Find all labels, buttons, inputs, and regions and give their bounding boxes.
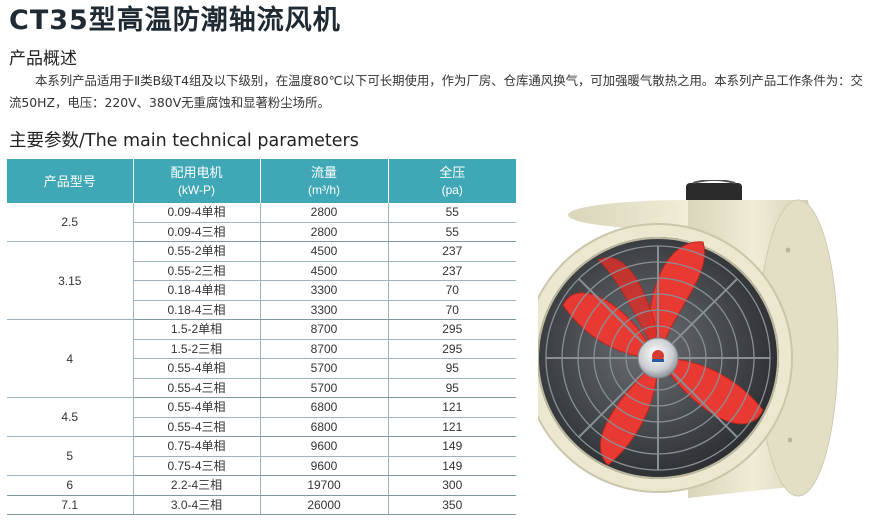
cell-flow: 9600 [259,436,388,457]
params-heading: 主要参数/The main technical parameters [9,131,359,151]
cell-motor: 0.09-4单相 [132,203,260,223]
cell-flow: 26000 [259,495,388,515]
table-row: 1.5-2三相 8700 295 [7,339,516,359]
cell-pressure: 55 [387,222,516,242]
overview-text: 本系列产品适用于Ⅱ类B级T4组及以下级别，在温度80℃以下可长期使用，作为厂房、… [9,73,863,110]
cell-pressure: 149 [387,436,516,457]
table-row: 0.18-4三相 3300 70 [7,300,516,320]
header-pressure: 全压 (pa) [387,159,516,203]
table-row: 0.55-4三相 6800 121 [7,417,516,437]
cell-motor: 0.55-4三相 [132,417,260,437]
cell-motor: 0.55-4单相 [132,358,260,379]
cell-pressure: 300 [387,475,516,496]
cell-flow: 2800 [259,203,388,223]
cell-motor: 1.5-2三相 [132,339,260,359]
cell-flow: 4500 [259,241,388,262]
cell-flow: 6800 [259,417,388,437]
cell-motor: 0.75-4三相 [132,456,260,476]
table-row: 0.18-4单相 3300 70 [7,280,516,301]
table-row: 2.5 0.09-4单相 2800 55 [7,203,516,242]
table-row: 0.55-4单相 5700 95 [7,358,516,379]
cell-model: 5 [7,436,133,476]
cell-flow: 8700 [259,339,388,359]
page-title: CT35型高温防潮轴流风机 [9,5,341,36]
table-row: 7.1 3.0-4三相 26000 350 [7,495,516,515]
params-body: 2.5 0.09-4单相 2800 55 0.09-4三相 2800 55 3.15 0.55-… [7,203,516,515]
table-row: 0.09-4三相 2800 55 [7,222,516,242]
axial-fan-image [523,179,839,498]
overview-heading: 产品概述 [9,49,77,69]
cell-pressure: 70 [387,300,516,320]
table-row: 6 2.2-4三相 19700 300 [7,475,516,496]
cell-flow: 2800 [259,222,388,242]
cell-flow: 3300 [259,280,388,301]
header-motor: 配用电机 (kW-P) [132,159,260,203]
cell-pressure: 95 [387,378,516,398]
cell-pressure: 95 [387,358,516,379]
cell-motor: 0.55-4单相 [132,397,260,418]
params-header-row: 产品型号 配用电机 (kW-P) 流量 (m³/h) 全压 (pa) [7,159,516,203]
cell-flow: 4500 [259,261,388,281]
cell-motor: 0.55-2单相 [132,241,260,262]
table-row: 0.55-2三相 4500 237 [7,261,516,281]
cell-pressure: 237 [387,241,516,262]
cell-motor: 3.0-4三相 [132,495,260,515]
cell-motor: 0.75-4单相 [132,436,260,457]
table-row: 0.55-4三相 5700 95 [7,378,516,398]
header-flow: 流量 (m³/h) [259,159,388,203]
cell-pressure: 295 [387,339,516,359]
cell-model: 4 [7,319,133,398]
cell-motor: 0.55-4三相 [132,378,260,398]
cell-motor: 0.09-4三相 [132,222,260,242]
cell-motor: 0.18-4单相 [132,280,260,301]
cell-motor: 0.55-2三相 [132,261,260,281]
table-row: 0.75-4三相 9600 149 [7,456,516,476]
cell-motor: 0.18-4三相 [132,300,260,320]
cell-motor: 1.5-2单相 [132,319,260,340]
cell-pressure: 149 [387,456,516,476]
cell-flow: 19700 [259,475,388,496]
cell-model: 4.5 [7,397,133,437]
table-row: 4.5 0.55-4单相 6800 121 [7,397,516,437]
cell-flow: 8700 [259,319,388,340]
product-image [523,179,878,525]
cell-pressure: 55 [387,203,516,223]
table-row: 4 1.5-2单相 8700 295 [7,319,516,398]
params-table: 产品型号 配用电机 (kW-P) 流量 (m³/h) 全压 (pa) 2.5 0.09-… [7,159,516,515]
cell-pressure: 237 [387,261,516,281]
header-model: 产品型号 [7,159,133,203]
cell-model: 7.1 [7,495,133,515]
cell-model: 2.5 [7,203,133,242]
cell-flow: 5700 [259,378,388,398]
cell-flow: 9600 [259,456,388,476]
cell-pressure: 295 [387,319,516,340]
cell-motor: 2.2-4三相 [132,475,260,496]
cell-model: 3.15 [7,241,133,320]
cell-flow: 3300 [259,300,388,320]
cell-pressure: 350 [387,495,516,515]
table-row: 5 0.75-4单相 9600 149 [7,436,516,476]
cell-flow: 6800 [259,397,388,418]
cell-flow: 5700 [259,358,388,379]
cell-pressure: 121 [387,417,516,437]
table-row: 3.15 0.55-2单相 4500 237 [7,241,516,320]
cell-pressure: 70 [387,280,516,301]
cell-pressure: 121 [387,397,516,418]
cell-model: 6 [7,475,133,496]
